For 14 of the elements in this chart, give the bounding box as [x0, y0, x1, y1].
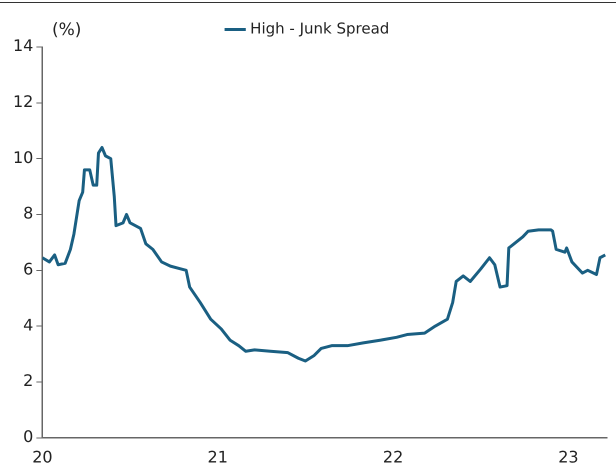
y-tick-label: 4	[23, 315, 34, 334]
y-tick-label: 8	[23, 204, 34, 223]
x-tick-label: 21	[208, 448, 228, 467]
y-tick-label: 10	[13, 148, 34, 167]
y-tick-label: 0	[23, 426, 34, 446]
x-tick-label: 23	[558, 448, 579, 467]
y-tick-label: 14	[13, 36, 34, 56]
y-tick-label: 12	[13, 92, 34, 111]
y-tick-label: 2	[23, 371, 34, 390]
x-tick-label: 20	[32, 448, 53, 467]
legend-label: High - Junk Spread	[250, 19, 390, 38]
x-tick-label: 22	[382, 448, 404, 467]
y-axis-title: (%)	[52, 20, 82, 40]
y-tick-label: 6	[23, 259, 34, 278]
